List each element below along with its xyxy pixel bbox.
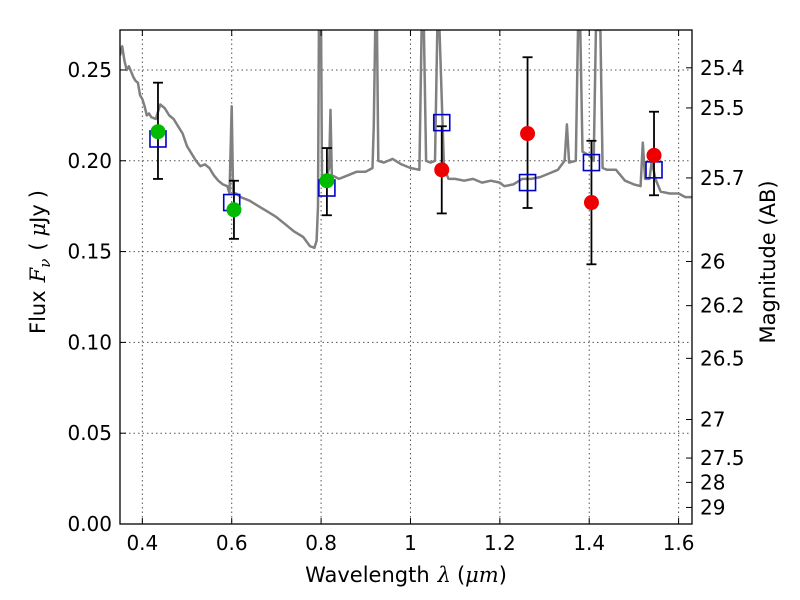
x-tick-labels: 0.4 0.6 0.8 1 1.2 1.4 1.6 (126, 531, 694, 555)
model-photometry-square (582, 153, 601, 172)
y-tick-label: 0.20 (67, 149, 112, 173)
y2-tick-label: 27.5 (700, 446, 745, 470)
x-axis-label: Wavelength λ (μm) (305, 563, 507, 587)
observed-red-point (583, 195, 599, 211)
observed-green-point (319, 173, 335, 189)
observed-red-point (646, 147, 662, 163)
y-tick-label: 0.25 (67, 58, 112, 82)
x-tick-label: 1.2 (484, 531, 516, 555)
y2-tick-label: 28 (700, 470, 725, 494)
model-photometry-markers (149, 113, 663, 212)
spectrum-line (120, 30, 692, 250)
x-tick-label: 1 (404, 531, 417, 555)
y-tick-label: 0.00 (67, 512, 112, 536)
observed-green-point (150, 124, 166, 140)
observed-green-point (226, 202, 242, 218)
y-axis-label: FluxFν(μJy) (26, 190, 54, 334)
y2-tick-label: 25.4 (700, 56, 745, 80)
y-tick-label: 0.05 (67, 421, 112, 445)
observed-red-point (520, 126, 536, 142)
y2-tick-label: 27 (700, 407, 725, 431)
observed-photometry-markers (150, 124, 662, 218)
y2-tick-label: 26.5 (700, 346, 745, 370)
plot-frame (119, 29, 693, 525)
axis-ticks (120, 30, 692, 525)
model-photometry-square (518, 173, 537, 192)
y2-tick-label: 26.2 (700, 294, 745, 318)
x-tick-label: 1.6 (663, 531, 695, 555)
x-tick-label: 0.8 (305, 531, 337, 555)
y-tick-label: 0.15 (67, 240, 112, 264)
spectrum-line-group (120, 30, 692, 250)
y2-axis-label: Magnitude (AB) (756, 180, 780, 343)
y2-tick-label: 26 (700, 249, 725, 273)
grid-lines (120, 30, 692, 524)
x-tick-label: 0.6 (216, 531, 248, 555)
y-tick-labels: 0.00 0.05 0.10 0.15 0.20 0.25 (67, 58, 112, 536)
y-tick-label: 0.10 (67, 330, 112, 354)
x-tick-label: 1.4 (573, 531, 605, 555)
model-photometry-square (432, 113, 451, 132)
y2-tick-label: 29 (700, 495, 725, 519)
y2-tick-label: 25.7 (700, 166, 745, 190)
observed-red-point (434, 162, 450, 178)
y2-tick-label: 25.5 (700, 96, 745, 120)
x-tick-label: 0.4 (126, 531, 158, 555)
